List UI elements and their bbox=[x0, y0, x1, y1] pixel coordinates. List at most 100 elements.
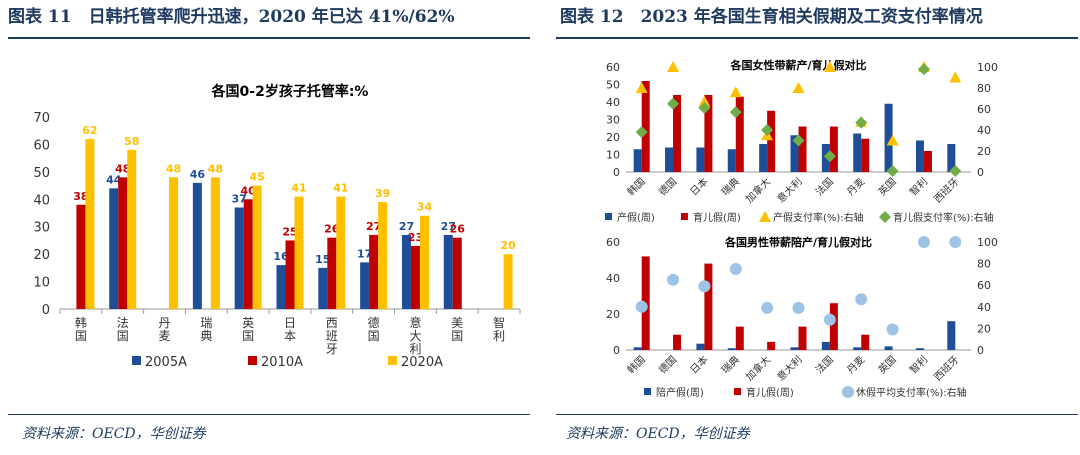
y-tick-label: 50 bbox=[33, 166, 50, 181]
x-tick-label: 丹麦 bbox=[845, 354, 868, 377]
y2-tick-label: 80 bbox=[977, 258, 991, 271]
data-label: 27 bbox=[441, 220, 456, 233]
y-tick-label: 20 bbox=[606, 131, 620, 144]
marker-育儿假支付率(%):右轴 bbox=[917, 63, 930, 76]
bar-产假(周) bbox=[947, 144, 956, 172]
bar-2020A bbox=[252, 185, 262, 309]
bar-产假(周) bbox=[727, 149, 736, 172]
x-tick-label: 韩国 bbox=[624, 353, 647, 376]
y-tick-label: 40 bbox=[606, 96, 620, 109]
bar-育儿假(周) bbox=[735, 326, 744, 350]
marker-育儿假支付率(%):右轴 bbox=[761, 124, 774, 136]
x-tick-label: 美 bbox=[451, 316, 463, 330]
bar-2020A bbox=[85, 138, 95, 309]
x-tick-label: 班 bbox=[326, 329, 338, 343]
x-tick-label: 日本 bbox=[687, 175, 710, 198]
bar-陪产假(周) bbox=[696, 343, 705, 350]
x-tick-label: 西 bbox=[326, 316, 338, 330]
bar-2020A bbox=[503, 254, 513, 309]
x-tick-label: 法 bbox=[117, 316, 129, 330]
x-tick-label: 智 bbox=[493, 315, 505, 330]
legend-swatch bbox=[734, 388, 741, 395]
marker-育儿假支付率(%):右轴 bbox=[729, 106, 742, 119]
data-label: 41 bbox=[333, 182, 348, 195]
x-tick-label: 英国 bbox=[875, 353, 898, 376]
bar-2020A bbox=[336, 196, 346, 309]
marker-产假支付率(%):右轴 bbox=[949, 71, 962, 83]
marker-育儿假支付率(%):右轴 bbox=[635, 126, 648, 139]
data-label: 40 bbox=[241, 184, 257, 197]
x-tick-label: 日 bbox=[284, 316, 296, 330]
y2-tick-label: 60 bbox=[977, 103, 991, 116]
bar-2020A bbox=[127, 149, 137, 309]
bar-产假(周) bbox=[790, 135, 799, 172]
bar-陪产假(周) bbox=[853, 347, 862, 350]
bar-陪产假(周) bbox=[915, 348, 924, 350]
y2-tick-label: 20 bbox=[977, 322, 991, 335]
y-tick-label: 70 bbox=[33, 111, 50, 126]
right-figure-title: 图表 12 2023 年各国生育相关假期及工资支付率情况 bbox=[560, 7, 983, 27]
x-tick-label: 丹麦 bbox=[845, 176, 868, 199]
bar-产假(周) bbox=[915, 140, 924, 172]
bar-育儿假(周) bbox=[861, 138, 870, 172]
bar-2005A bbox=[360, 262, 370, 309]
legend-swatch bbox=[388, 356, 397, 365]
x-tick-label: 西班牙 bbox=[932, 354, 962, 384]
y2-tick-label: 60 bbox=[977, 279, 991, 292]
data-label: 27 bbox=[366, 220, 381, 233]
legend-label: 休假平均支付率(%):右轴 bbox=[856, 386, 967, 399]
right-source-note: 资料来源：OECD，华创证券 bbox=[566, 426, 750, 442]
male-leave-chart: 各国男性带薪陪产/育儿假对比 0 20 40 60 0 20 40 60 80 100 韩国 德国 日本瑞… bbox=[606, 235, 998, 399]
marker-育儿假支付率(%):右轴 bbox=[667, 97, 680, 110]
bar-育儿假(周) bbox=[798, 126, 807, 172]
data-label: 23 bbox=[408, 231, 423, 244]
bar-育儿假(周) bbox=[829, 303, 838, 350]
bar-育儿假(周) bbox=[923, 151, 932, 172]
x-tick-label: 西班牙 bbox=[932, 176, 962, 206]
x-tick-label: 瑞典 bbox=[719, 175, 742, 198]
y-tick-label: 30 bbox=[33, 221, 50, 236]
marker-产假支付率(%):右轴 bbox=[729, 86, 742, 98]
bar-2020A bbox=[294, 196, 304, 309]
y-tick-label: 60 bbox=[606, 61, 620, 74]
x-tick-label: 典 bbox=[200, 329, 212, 343]
legend-label: 育儿假(周) bbox=[693, 211, 741, 224]
bar-2010A bbox=[118, 177, 128, 309]
x-tick-label: 国 bbox=[242, 329, 254, 343]
left-figure-title: 图表 11 日韩托管率爬升迅速，2020 年已达 41%/62% bbox=[8, 7, 455, 27]
bar-陪产假(周) bbox=[790, 347, 799, 350]
x-tick-label: 瑞 bbox=[200, 316, 212, 330]
x-tick-label: 牙 bbox=[326, 342, 338, 356]
y-tick-label: 60 bbox=[606, 236, 620, 249]
legend-swatch bbox=[879, 211, 891, 223]
bar-产假(周) bbox=[853, 133, 862, 172]
data-label: 38 bbox=[73, 190, 88, 203]
x-tick-label: 韩 bbox=[75, 315, 87, 330]
bar-2010A bbox=[243, 199, 253, 309]
data-label: 17 bbox=[357, 247, 372, 260]
legend-label: 育儿假支付率(%):右轴 bbox=[893, 211, 994, 224]
bar-育儿假(周) bbox=[673, 334, 682, 350]
data-label: 62 bbox=[82, 124, 97, 137]
x-tick-label: 英 bbox=[242, 316, 254, 330]
marker-育儿假支付率(%):右轴 bbox=[949, 164, 962, 177]
marker-育儿假支付率(%):右轴 bbox=[698, 101, 711, 114]
bar-2005A bbox=[109, 188, 119, 309]
x-tick-label: 国 bbox=[368, 329, 380, 343]
data-label: 48 bbox=[208, 162, 223, 175]
data-label: 27 bbox=[399, 220, 414, 233]
bar-2005A bbox=[318, 267, 328, 309]
x-tick-label: 利 bbox=[409, 342, 421, 356]
bar-育儿假(周) bbox=[704, 263, 713, 350]
x-tick-label: 法国 bbox=[813, 175, 836, 198]
x-tick-label: 加拿大 bbox=[743, 175, 773, 205]
legend-swatch bbox=[605, 213, 612, 220]
data-label: 41 bbox=[291, 182, 306, 195]
y-tick-label: 30 bbox=[606, 114, 620, 127]
marker-育儿假支付率(%):右轴 bbox=[886, 164, 899, 177]
bar-2005A bbox=[192, 182, 202, 309]
data-label: 25 bbox=[282, 225, 297, 238]
data-label: 20 bbox=[500, 239, 516, 252]
x-tick-label: 英国 bbox=[875, 175, 898, 198]
y2-tick-label: 20 bbox=[977, 145, 991, 158]
